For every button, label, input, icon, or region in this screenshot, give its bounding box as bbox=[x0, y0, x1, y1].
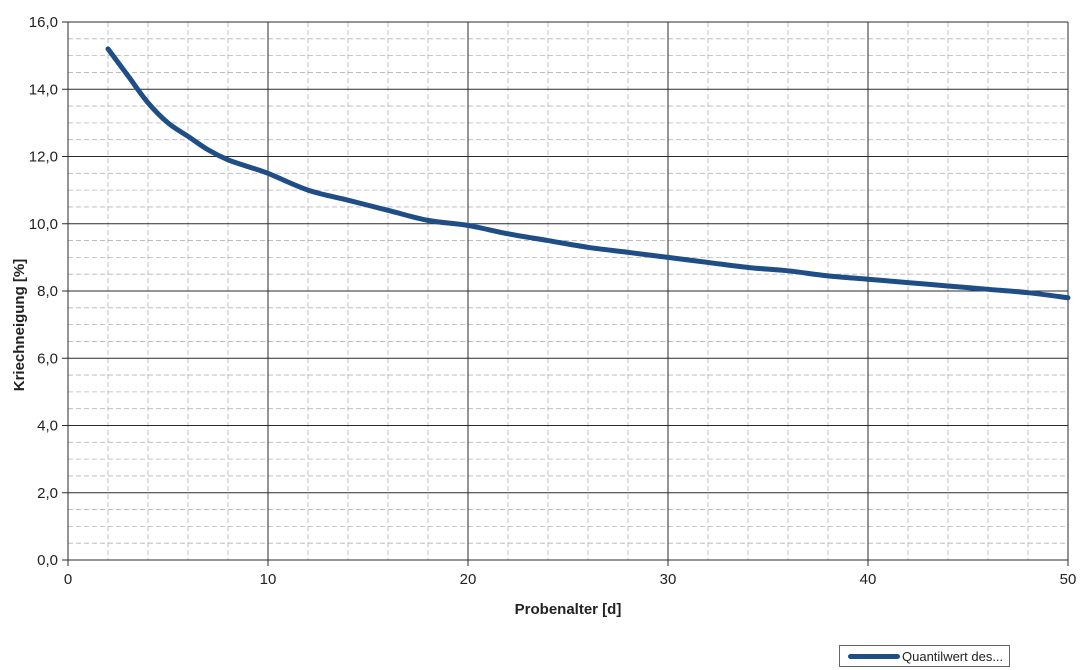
y-tick-label: 10,0 bbox=[29, 216, 58, 233]
line-chart: 0 10 20 30 40 50 0,0 2,0 4,0 6,0 8,0 10,0 12,0 14,0 1… bbox=[11, 14, 1077, 618]
x-tick-label: 0 bbox=[64, 571, 72, 588]
y-tick-label: 6,0 bbox=[37, 350, 58, 367]
y-tick-label: 16,0 bbox=[29, 14, 58, 31]
legend-swatch bbox=[848, 653, 900, 659]
legend: Quantilwert des... bbox=[839, 645, 1011, 667]
x-axis-title: Probenalter [d] bbox=[515, 601, 622, 618]
major-gridlines bbox=[67, 21, 1069, 561]
x-tick-label: 40 bbox=[860, 571, 877, 588]
y-axis-title: Kriechneigung [%] bbox=[11, 259, 28, 392]
y-tick-label: 4,0 bbox=[37, 418, 58, 435]
y-tick-label: 8,0 bbox=[37, 283, 58, 300]
series-line bbox=[105, 46, 1071, 301]
x-tick-label: 20 bbox=[460, 571, 477, 588]
series-layer bbox=[105, 46, 1071, 301]
y-tick-label: 12,0 bbox=[29, 149, 58, 166]
x-axis-ticks: 0 10 20 30 40 50 bbox=[64, 560, 1077, 588]
x-tick-label: 30 bbox=[660, 571, 677, 588]
y-tick-label: 14,0 bbox=[29, 81, 58, 98]
y-axis-ticks: 0,0 2,0 4,0 6,0 8,0 10,0 12,0 14,0 16,0 bbox=[29, 14, 68, 569]
legend-label: Quantilwert des... bbox=[902, 648, 1004, 664]
y-tick-label: 0,0 bbox=[37, 552, 58, 569]
x-tick-label: 50 bbox=[1060, 571, 1077, 588]
y-tick-label: 2,0 bbox=[37, 485, 58, 502]
x-tick-label: 10 bbox=[260, 571, 277, 588]
